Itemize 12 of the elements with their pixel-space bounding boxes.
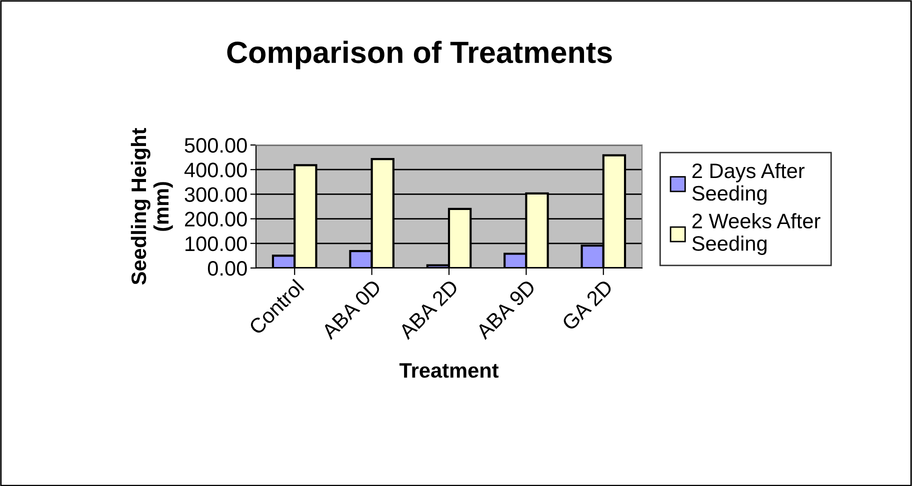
legend-label: 2 Days After Seeding — [692, 162, 805, 205]
y-tick-label: 0.00 — [208, 261, 247, 276]
x-axis-title: Treatment — [399, 363, 499, 378]
y-tick-label: 100.00 — [186, 236, 247, 252]
y-tick-label: 300.00 — [184, 187, 247, 202]
chart-title: Comparison of Treatments — [227, 40, 612, 70]
y-tick-label: 500.00 — [184, 138, 247, 153]
x-tick-label: GA 2D — [561, 278, 614, 332]
legend-label: 2 Weeks After Seeding — [692, 213, 820, 255]
y-tick-label: 400.00 — [184, 162, 247, 178]
y-tick-label: 200.00 — [185, 212, 247, 227]
y-axis-title: Seedling Height (mm) — [130, 128, 173, 285]
